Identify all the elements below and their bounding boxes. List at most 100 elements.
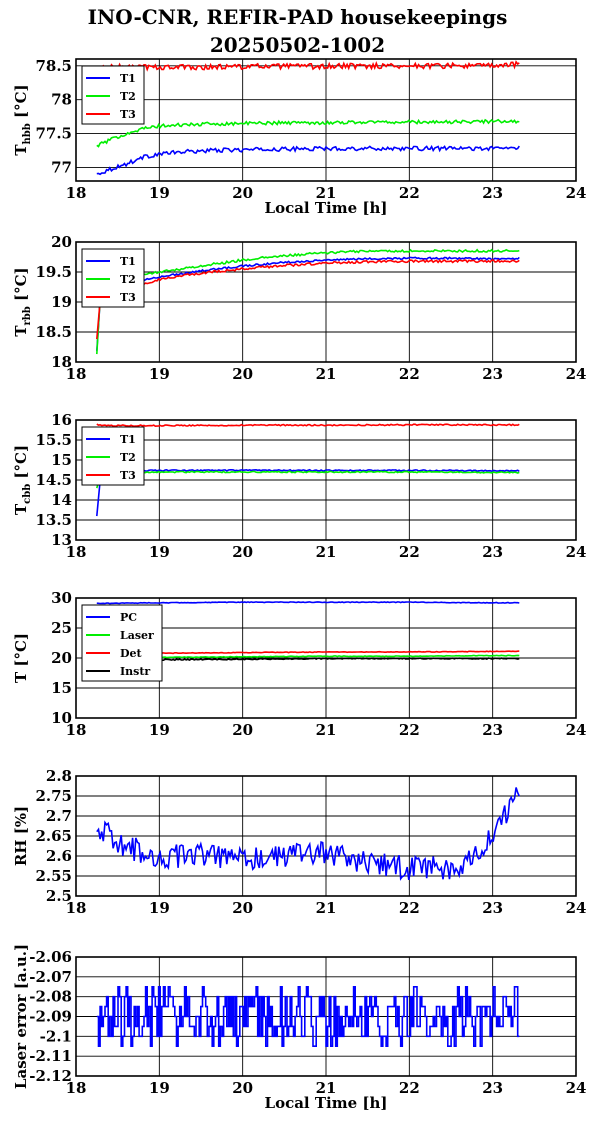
- chart-panel-4: 18 19 20 21 22 23 24 10 15 20 25 30 T [°C] PC Laser Det…: [12, 589, 586, 739]
- y-axis-label: Trbb [°C]: [12, 267, 33, 336]
- series-line-t1: [96, 468, 520, 517]
- x-tick-label: 23: [482, 1079, 503, 1097]
- y-tick-label: 2.7: [46, 807, 72, 825]
- x-axis-label: Local Time [h]: [265, 1094, 388, 1112]
- series-line-pc: [96, 601, 520, 605]
- y-tick-label: 15: [51, 451, 72, 469]
- plot-frame: [75, 419, 577, 541]
- legend-entry: T3: [120, 108, 136, 121]
- y-axis-label: RH [%]: [12, 806, 30, 866]
- chart-subtitle: 20250502-1002: [209, 33, 386, 57]
- y-tick-label: 78: [51, 91, 72, 109]
- plot-frame: [75, 956, 577, 1077]
- x-tick-label: 24: [566, 543, 587, 561]
- legend-entry: T1: [120, 255, 136, 268]
- y-tick-label: 77.5: [35, 125, 72, 143]
- x-tick-label: 21: [316, 1079, 337, 1097]
- x-tick-label: 21: [316, 365, 337, 383]
- legend-entry: T2: [120, 90, 136, 103]
- legend-entry: PC: [120, 611, 137, 624]
- x-tick-label: 20: [232, 365, 253, 383]
- y-tick-label: 77: [51, 158, 72, 176]
- x-tick-label: 18: [66, 543, 87, 561]
- x-tick-label: 22: [399, 721, 420, 739]
- chart-panel-6: 18 19 20 21 22 23 24 -2.12 -2.11 -2.1-2.09 -2.08 -2…: [12, 944, 586, 1112]
- x-tick-label: 22: [399, 1079, 420, 1097]
- series-line-det: [96, 650, 520, 655]
- series-line-instr: [96, 657, 520, 662]
- y-tick-label: 13: [51, 531, 72, 549]
- series-line-t2: [96, 248, 520, 355]
- x-tick-label: 21: [316, 721, 337, 739]
- legend-entry: Det: [120, 647, 143, 660]
- series-line-laser: [96, 654, 520, 660]
- legend-entry: Instr: [120, 665, 150, 678]
- y-tick-label: 10: [51, 709, 72, 727]
- y-tick-label: -2.07: [29, 968, 72, 986]
- x-tick-label: 24: [566, 365, 587, 383]
- y-tick-label: -2.09: [29, 1008, 72, 1026]
- chart-panel-1: 18 19 20 21 22 23 24 77 77.5 78 78.5 Local Time [h]…: [12, 57, 586, 217]
- plot-frame: [75, 597, 577, 719]
- x-tick-label: 21: [316, 899, 337, 917]
- plot-frame: [75, 775, 577, 897]
- plot-frame: [75, 58, 577, 182]
- x-tick-label: 18: [66, 365, 87, 383]
- y-tick-label: 2.8: [46, 767, 72, 785]
- legend-entry: Laser: [120, 629, 154, 642]
- y-tick-label: 16: [51, 411, 72, 429]
- x-tick-label: 20: [232, 543, 253, 561]
- y-tick-label: -2.1: [40, 1027, 72, 1045]
- y-axis-label: Thbb [°C]: [12, 84, 33, 155]
- y-tick-label: 19.5: [35, 263, 72, 281]
- x-tick-label: 24: [566, 721, 587, 739]
- x-tick-label: 18: [66, 721, 87, 739]
- x-tick-label: 20: [232, 899, 253, 917]
- y-tick-label: -2.08: [29, 988, 72, 1006]
- x-axis-label: Local Time [h]: [265, 199, 388, 217]
- x-tick-label: 22: [399, 184, 420, 202]
- legend-entry: T2: [120, 273, 136, 286]
- x-tick-label: 19: [149, 1079, 170, 1097]
- series-line-t1: [96, 256, 520, 351]
- y-axis-label: T [°C]: [12, 633, 30, 683]
- x-tick-label: 18: [66, 899, 87, 917]
- y-tick-label: -2.12: [29, 1067, 72, 1085]
- chart-title: INO-CNR, REFIR-PAD housekeepings: [87, 5, 508, 29]
- series-line-t1: [96, 144, 520, 176]
- legend-entry: T1: [120, 72, 136, 85]
- y-tick-label: 13.5: [35, 511, 72, 529]
- y-tick-label: 18: [51, 353, 72, 371]
- y-tick-label: 20: [51, 233, 72, 251]
- y-tick-label: 18.5: [35, 323, 72, 341]
- series-line-main: [96, 787, 521, 881]
- y-tick-label: 14: [51, 491, 72, 509]
- x-tick-label: 23: [482, 721, 503, 739]
- chart-panel-5: 18 19 20 21 22 23 24 2.5 2.55 2.6 2.65 2.7 2.75 2.8 RH…: [12, 767, 586, 917]
- x-tick-label: 22: [399, 543, 420, 561]
- x-tick-label: 23: [482, 543, 503, 561]
- x-tick-label: 18: [66, 184, 87, 202]
- legend: T1 T2 T3: [81, 426, 145, 486]
- series-line-main: [96, 985, 520, 1047]
- legend-entry: T2: [120, 451, 136, 464]
- x-tick-label: 21: [316, 184, 337, 202]
- x-tick-label: 19: [149, 721, 170, 739]
- x-tick-label: 18: [66, 1079, 87, 1097]
- x-tick-label: 23: [482, 184, 503, 202]
- y-tick-label: 78.5: [35, 57, 72, 75]
- y-tick-label: 25: [51, 619, 72, 637]
- y-tick-label: 2.65: [35, 827, 72, 845]
- y-tick-label: 20: [51, 649, 72, 667]
- y-tick-label: -2.06: [29, 948, 72, 966]
- plot-frame: [75, 241, 577, 363]
- legend: T1 T2 T3: [81, 248, 145, 308]
- y-tick-label: 19: [51, 293, 72, 311]
- y-tick-label: 2.55: [35, 867, 72, 885]
- x-tick-label: 19: [149, 184, 170, 202]
- x-tick-label: 20: [232, 1079, 253, 1097]
- series-line-t3: [96, 423, 520, 428]
- x-tick-label: 24: [566, 184, 587, 202]
